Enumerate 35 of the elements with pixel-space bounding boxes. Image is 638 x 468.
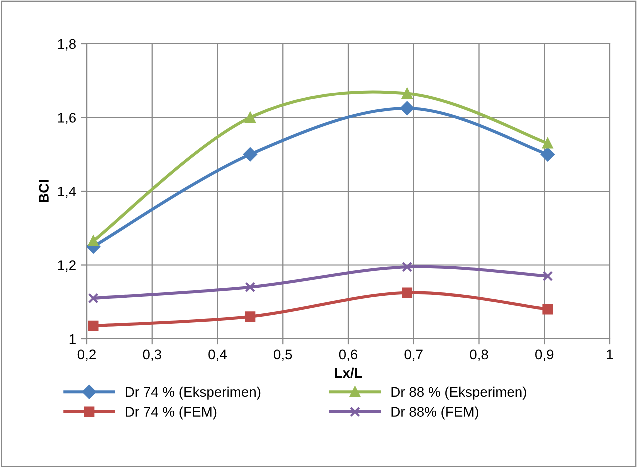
point: [245, 282, 256, 293]
legend-label: Dr 74 % (FEM): [126, 406, 217, 420]
point: [88, 320, 99, 332]
point: [245, 312, 256, 322]
x-tick-label: 0,9: [536, 350, 554, 362]
point: [540, 148, 555, 162]
x-tick-label: 0,8: [470, 350, 488, 362]
point: [88, 236, 99, 246]
x-tick-label: 0,6: [339, 350, 358, 362]
y-tick-label: 1,4: [58, 186, 76, 198]
point: [402, 262, 413, 272]
x-tick-label: 0,2: [78, 350, 96, 362]
x-tick-label: 1: [607, 350, 614, 360]
y-tick-label: 1,2: [58, 260, 76, 272]
point: [402, 288, 413, 298]
x-tick-label: 0,5: [274, 350, 292, 362]
legend-label: Dr 88 % (Eksperimen): [392, 386, 526, 400]
y-axis-title: BCI: [39, 180, 49, 203]
y-tick-label: 1,8: [58, 39, 76, 51]
legend-label: Dr 74 % (Eksperimen): [126, 386, 261, 400]
x-axis-title: Lx/L: [335, 368, 362, 378]
y-tick-label: 1: [70, 334, 76, 344]
x-tick-label: 0,4: [208, 350, 227, 362]
point: [542, 304, 554, 315]
point: [400, 102, 414, 116]
x-tick-label: 0,3: [143, 350, 162, 362]
legend-label: Dr 88% (FEM): [392, 406, 479, 420]
point: [542, 138, 554, 149]
y-tick-label: 1,6: [58, 113, 76, 125]
point: [402, 88, 413, 99]
point: [88, 293, 99, 304]
x-tick-label: 0,7: [404, 350, 423, 362]
point: [244, 148, 258, 162]
point: [245, 112, 256, 123]
point: [542, 271, 554, 282]
